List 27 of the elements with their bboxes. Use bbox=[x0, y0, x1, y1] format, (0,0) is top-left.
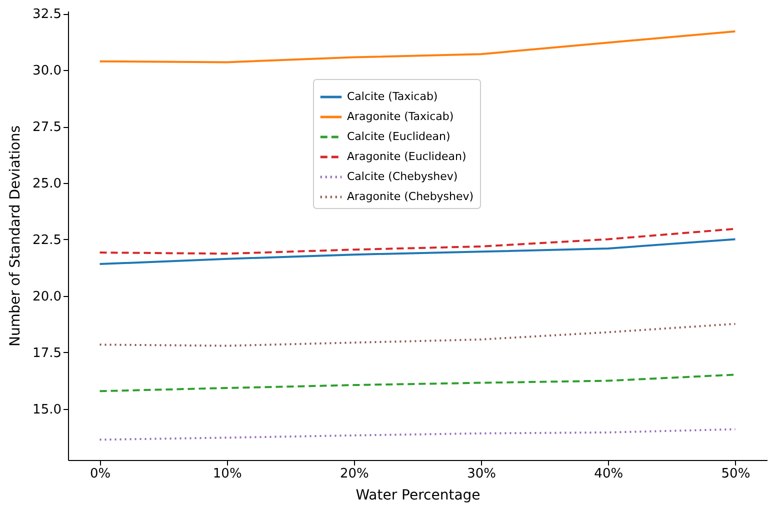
legend-label: Calcite (Euclidean) bbox=[347, 130, 450, 143]
y-tick-label: 15.0 bbox=[32, 402, 62, 418]
y-axis-title: Number of Standard Deviations bbox=[8, 125, 24, 347]
x-tick-label: 0% bbox=[90, 466, 111, 482]
y-tick-label: 25.0 bbox=[32, 176, 62, 192]
legend-label: Calcite (Chebyshev) bbox=[347, 170, 458, 183]
x-tick-label: 50% bbox=[721, 466, 750, 482]
x-tick-label: 30% bbox=[467, 466, 496, 482]
legend-label: Aragonite (Euclidean) bbox=[347, 150, 466, 163]
legend-label: Aragonite (Chebyshev) bbox=[347, 190, 474, 203]
x-tick-label: 40% bbox=[594, 466, 624, 482]
line-series bbox=[98, 322, 736, 347]
line-series bbox=[98, 30, 736, 64]
y-tick-label: 17.5 bbox=[32, 346, 62, 361]
y-tick-label: 20.0 bbox=[32, 289, 62, 304]
x-axis-title: Water Percentage bbox=[356, 488, 480, 504]
line-series bbox=[98, 238, 736, 266]
legend-label: Aragonite (Taxicab) bbox=[347, 110, 454, 123]
legend-label: Calcite (Taxicab) bbox=[347, 90, 438, 103]
x-tick-label: 10% bbox=[212, 466, 242, 482]
line-series bbox=[98, 428, 736, 441]
y-tick-label: 27.5 bbox=[32, 120, 62, 136]
y-tick-label: 30.0 bbox=[32, 64, 62, 79]
line-series bbox=[98, 374, 736, 392]
y-tick-label: 22.5 bbox=[32, 232, 62, 248]
y-tick-label: 32.5 bbox=[32, 7, 62, 22]
x-tick-label: 20% bbox=[340, 466, 369, 482]
